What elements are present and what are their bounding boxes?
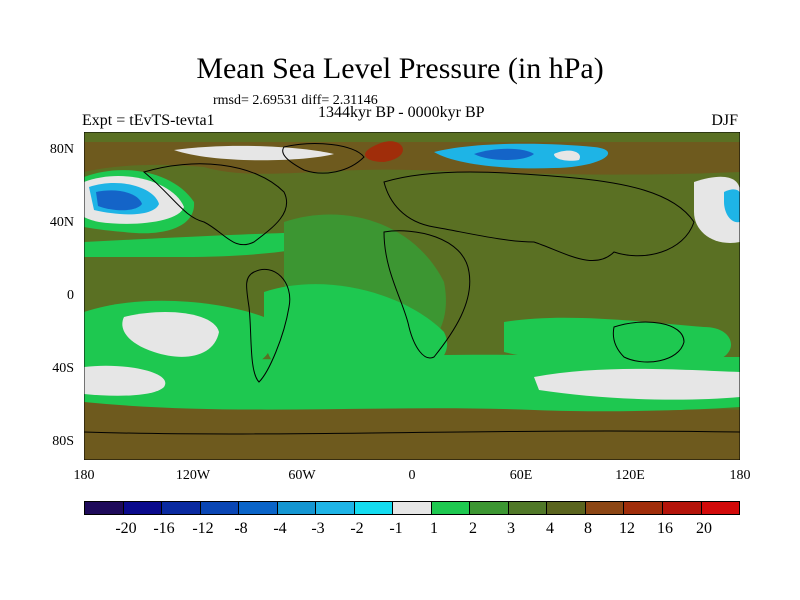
antarctic-band (84, 402, 740, 460)
colorbar-swatch (277, 502, 317, 514)
lon-label: 120W (175, 468, 211, 483)
colorbar-swatch (162, 502, 201, 514)
colorbar-swatch (431, 502, 471, 514)
colorbar (84, 501, 740, 515)
colorbar-swatch (316, 502, 355, 514)
colorbar-swatch (393, 502, 432, 514)
colorbar-swatch (123, 502, 163, 514)
colorbar-swatch (701, 502, 740, 514)
south-america-coast (246, 269, 291, 383)
tropical-pacific-green-north (84, 232, 335, 257)
colorbar-swatch (624, 502, 663, 514)
colorbar-swatch (354, 502, 394, 514)
colorbar-label: 3 (507, 520, 515, 537)
lat-label: 40N (49, 215, 74, 230)
season-text: DJF (711, 112, 738, 129)
arctic-high (365, 141, 403, 162)
nw-pacific-blue (724, 189, 740, 223)
colorbar-swatch (239, 502, 278, 514)
n-pacific-blue (96, 190, 142, 211)
eurasia-coast (383, 171, 695, 262)
lon-label: 0 (408, 468, 416, 483)
southern-ocean-green (84, 354, 740, 414)
pressure-map (84, 132, 740, 460)
colorbar-label: -1 (389, 520, 403, 537)
colorbar-label: 2 (469, 520, 477, 537)
colorbar-label: 16 (657, 520, 673, 537)
colorbar-label: -16 (153, 520, 175, 537)
colorbar-swatch (585, 502, 625, 514)
arctic-white-patch-w (174, 145, 334, 161)
australia-coast (612, 321, 685, 363)
lat-label: 40S (52, 361, 74, 376)
lon-label: 180 (73, 468, 95, 483)
stats-text: rmsd= 2.69531 diff= 2.31146 (213, 93, 378, 108)
africa-coast (383, 230, 471, 359)
colorbar-label: 12 (619, 520, 635, 537)
colorbar-label: 8 (584, 520, 592, 537)
antarctic-coast (84, 430, 740, 435)
colorbar-label: -2 (350, 520, 364, 537)
period-text: 1344kyr BP - 0000kyr BP (318, 104, 485, 121)
se-pacific-white (122, 312, 219, 357)
colorbar-label: -12 (192, 520, 214, 537)
colorbar-label: -4 (273, 520, 287, 537)
arctic-deep-low (474, 148, 534, 160)
colorbar-swatch (85, 502, 124, 514)
southern-white-east (534, 368, 740, 400)
indian-ocean-green (504, 317, 731, 364)
lat-label: 80S (52, 434, 74, 449)
lon-label: 120E (615, 468, 645, 483)
colorbar-swatch (470, 502, 509, 514)
colorbar-label: 1 (430, 520, 438, 537)
lon-label: 180 (729, 468, 751, 483)
arctic-white-patch-e (554, 150, 580, 161)
colorbar-label: 20 (696, 520, 712, 537)
lon-label: 60E (509, 468, 533, 483)
plot-title: Mean Sea Level Pressure (in hPa) (196, 52, 604, 85)
colorbar-label: -8 (234, 520, 248, 537)
greenland-coast (282, 143, 365, 174)
colorbar-label: -3 (311, 520, 325, 537)
north-america-coast (142, 163, 288, 246)
colorbar-label: -20 (115, 520, 137, 537)
colorbar-swatch (508, 502, 548, 514)
lon-label: 60W (288, 468, 316, 483)
colorbar-label: 4 (546, 520, 554, 537)
experiment-text: Expt = tEvTS-tevta1 (82, 112, 215, 129)
lat-label: 80N (49, 142, 74, 157)
colorbar-swatch (200, 502, 240, 514)
colorbar-swatch (547, 502, 586, 514)
lat-label: 0 (67, 288, 74, 303)
southern-white-west (84, 365, 166, 396)
colorbar-swatch (662, 502, 702, 514)
